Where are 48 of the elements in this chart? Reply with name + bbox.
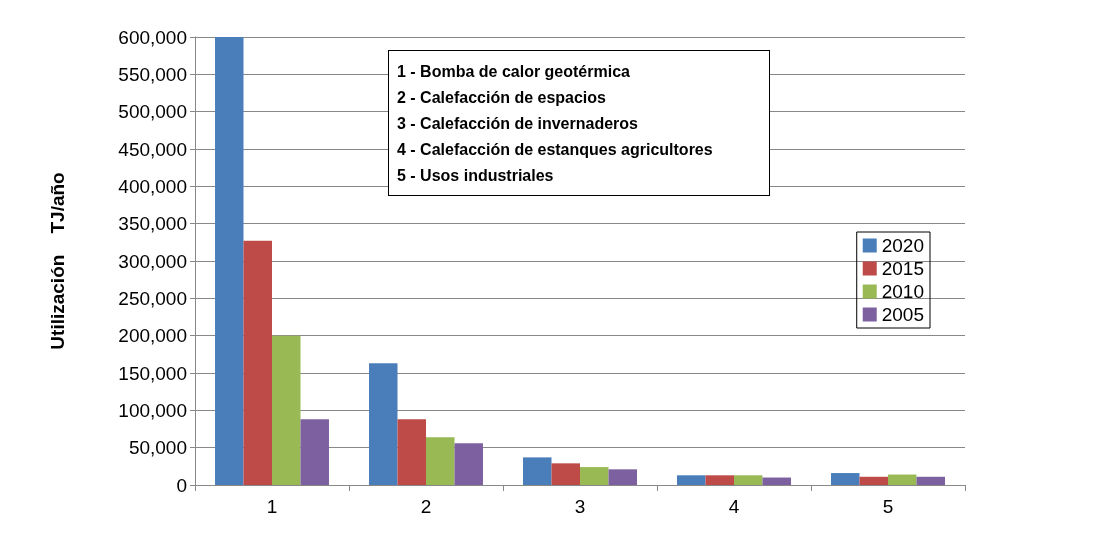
x-tick-label: 2 xyxy=(420,496,432,517)
bar xyxy=(859,476,888,485)
y-tick-label: 400,000 xyxy=(118,175,187,197)
annotation: 2 - Calefacción de espacios xyxy=(397,88,607,108)
x-tick-label: 4 xyxy=(728,496,740,517)
y-tick-label: 150,000 xyxy=(118,362,187,384)
x-tick-label: 3 xyxy=(574,496,586,517)
x-tick-label: 1 xyxy=(266,496,278,517)
bar xyxy=(369,363,398,485)
y-axis-title: Utilización TJ/año xyxy=(47,172,68,350)
bar xyxy=(762,477,791,485)
bar xyxy=(523,457,552,485)
y-tick-label: 300,000 xyxy=(118,250,187,272)
bar xyxy=(734,475,763,485)
y-tick-label: 550,000 xyxy=(118,63,187,85)
bar xyxy=(272,335,301,485)
y-tick-label: 250,000 xyxy=(118,287,187,309)
bar xyxy=(426,437,455,485)
legend-label: 2010 xyxy=(881,281,925,302)
annotation: 3 - Calefacción de invernaderos xyxy=(397,114,639,134)
bar xyxy=(705,475,734,485)
legend-label: 2015 xyxy=(881,258,925,279)
y-tick-label: 0 xyxy=(176,474,187,496)
annotation: 4 - Calefacción de estanques agricultores xyxy=(397,140,714,160)
bar xyxy=(916,476,945,485)
bar xyxy=(888,474,917,485)
bar xyxy=(454,443,483,485)
bar xyxy=(300,419,329,485)
legend-label: 2005 xyxy=(881,304,925,325)
legend-label: 2020 xyxy=(881,235,925,256)
y-tick-label: 600,000 xyxy=(118,26,187,48)
x-tick-label: 5 xyxy=(882,496,894,517)
bar xyxy=(831,473,860,485)
y-tick-label: 350,000 xyxy=(118,213,187,235)
bar xyxy=(243,240,272,485)
bar xyxy=(580,467,609,485)
y-tick-label: 200,000 xyxy=(118,325,187,347)
y-tick-label: 450,000 xyxy=(118,138,187,160)
bar xyxy=(397,419,426,485)
y-tick-label: 100,000 xyxy=(118,399,187,421)
bar xyxy=(551,463,580,485)
bar xyxy=(677,475,706,485)
y-tick-label: 50,000 xyxy=(128,437,187,459)
annotation: 5 - Usos industriales xyxy=(397,166,555,186)
bar xyxy=(608,469,637,485)
y-tick-label: 500,000 xyxy=(118,101,187,123)
bar xyxy=(215,37,244,485)
annotation: 1 - Bomba de calor geotérmica xyxy=(397,62,631,82)
